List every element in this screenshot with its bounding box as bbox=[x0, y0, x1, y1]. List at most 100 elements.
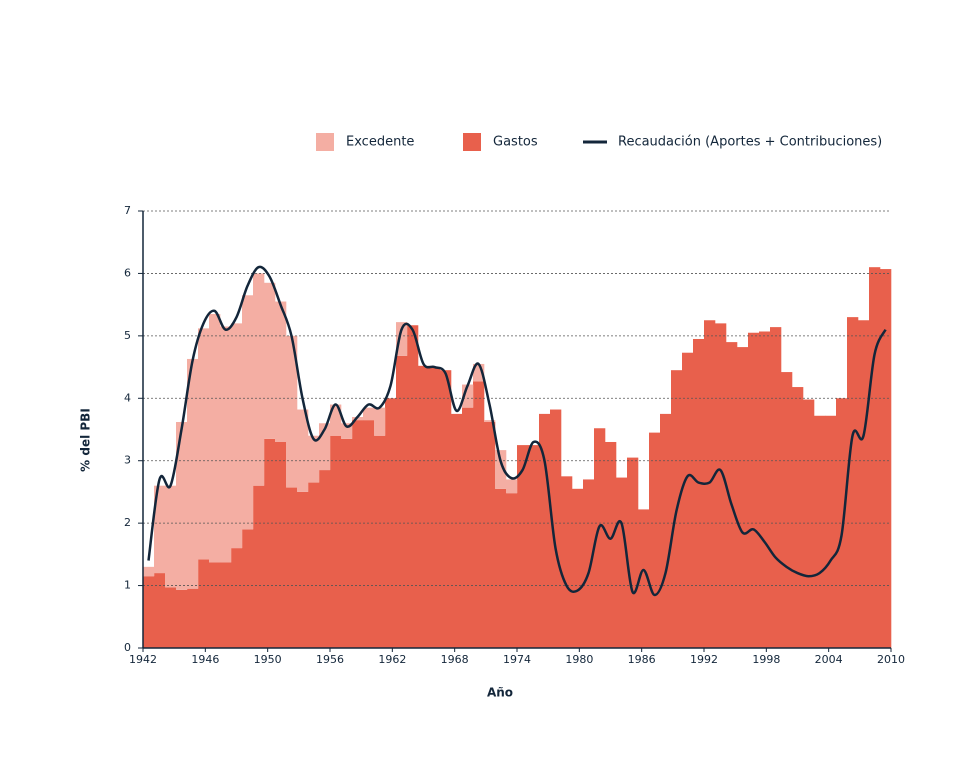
bar bbox=[297, 409, 309, 492]
bar bbox=[484, 420, 496, 423]
bar bbox=[506, 479, 518, 494]
bar bbox=[154, 485, 166, 574]
bar bbox=[319, 423, 331, 471]
bar bbox=[374, 435, 386, 648]
bar bbox=[836, 398, 848, 648]
bar bbox=[198, 559, 210, 648]
x-tick-label: 1986 bbox=[628, 653, 656, 666]
bar bbox=[264, 438, 276, 648]
bar bbox=[440, 370, 452, 648]
y-tick-label: 5 bbox=[124, 329, 131, 342]
bar bbox=[220, 562, 232, 648]
bar bbox=[176, 589, 188, 648]
bar bbox=[803, 399, 815, 648]
bar bbox=[715, 323, 727, 648]
bar bbox=[605, 441, 617, 648]
bar bbox=[363, 420, 375, 648]
bar bbox=[275, 301, 287, 442]
bar bbox=[429, 367, 441, 648]
bar bbox=[550, 409, 562, 648]
bar bbox=[473, 381, 485, 648]
legend-label: Recaudación (Aportes + Contribuciones) bbox=[618, 135, 882, 150]
bar bbox=[462, 407, 474, 648]
bar bbox=[275, 441, 287, 648]
bar bbox=[583, 479, 595, 648]
bar bbox=[330, 435, 342, 648]
bar bbox=[572, 488, 584, 648]
bar bbox=[616, 477, 628, 648]
bar bbox=[209, 562, 221, 648]
bar bbox=[198, 328, 210, 560]
bar bbox=[517, 445, 529, 648]
bar bbox=[341, 423, 353, 439]
bar bbox=[759, 331, 771, 648]
bar bbox=[374, 407, 386, 436]
bar bbox=[495, 488, 507, 648]
bar bbox=[473, 363, 485, 382]
bar bbox=[209, 314, 221, 563]
bar bbox=[220, 326, 232, 563]
x-axis-label: Año bbox=[487, 686, 513, 700]
bar bbox=[187, 358, 199, 589]
bar bbox=[528, 445, 540, 648]
bar bbox=[858, 320, 870, 648]
bar bbox=[242, 529, 254, 648]
y-tick-label: 6 bbox=[124, 266, 131, 279]
bar bbox=[407, 325, 419, 648]
legend-label: Excedente bbox=[346, 135, 414, 150]
bar bbox=[341, 438, 353, 648]
bar bbox=[792, 387, 804, 648]
bar bbox=[242, 295, 254, 530]
bar bbox=[165, 485, 177, 588]
bar bbox=[649, 432, 661, 648]
bar bbox=[253, 273, 265, 486]
bar bbox=[869, 267, 881, 648]
x-tick-label: 1980 bbox=[565, 653, 593, 666]
bar bbox=[451, 413, 463, 648]
bar bbox=[748, 332, 760, 648]
bar bbox=[627, 457, 639, 648]
bar bbox=[319, 470, 331, 648]
legend-swatch bbox=[463, 133, 481, 151]
x-tick-label: 1974 bbox=[503, 653, 531, 666]
x-tick-label: 1956 bbox=[316, 653, 344, 666]
x-tick-label: 1942 bbox=[129, 653, 157, 666]
bar bbox=[737, 347, 749, 648]
bar bbox=[396, 355, 408, 648]
x-tick-label: 1946 bbox=[191, 653, 219, 666]
bar bbox=[264, 282, 276, 439]
bar bbox=[143, 566, 155, 577]
bar bbox=[363, 407, 375, 421]
bar bbox=[297, 491, 309, 648]
line bbox=[147, 265, 887, 597]
x-tick-label: 1998 bbox=[752, 653, 780, 666]
bar bbox=[693, 338, 705, 648]
bar bbox=[825, 415, 837, 648]
y-tick-label: 7 bbox=[124, 204, 131, 217]
y-tick-label: 4 bbox=[124, 391, 131, 404]
bar bbox=[638, 509, 650, 648]
bar bbox=[231, 548, 243, 648]
bar bbox=[187, 588, 199, 648]
bar bbox=[418, 365, 430, 648]
bar bbox=[253, 485, 265, 648]
bar bbox=[660, 413, 672, 648]
bar bbox=[726, 342, 738, 648]
y-tick-label: 0 bbox=[124, 641, 131, 654]
x-tick-label: 1968 bbox=[441, 653, 469, 666]
bar bbox=[308, 435, 320, 483]
y-tick-label: 3 bbox=[124, 454, 131, 467]
y-tick-label: 2 bbox=[124, 516, 131, 529]
bar bbox=[396, 322, 408, 356]
bar bbox=[495, 450, 507, 489]
bar bbox=[539, 413, 551, 648]
x-tick-label: 1992 bbox=[690, 653, 718, 666]
bar bbox=[231, 323, 243, 549]
x-tick-label: 1950 bbox=[254, 653, 282, 666]
bar bbox=[484, 422, 496, 648]
legend-label: Gastos bbox=[493, 135, 538, 150]
bar bbox=[847, 317, 859, 648]
bar bbox=[286, 487, 298, 648]
bar bbox=[594, 428, 606, 648]
